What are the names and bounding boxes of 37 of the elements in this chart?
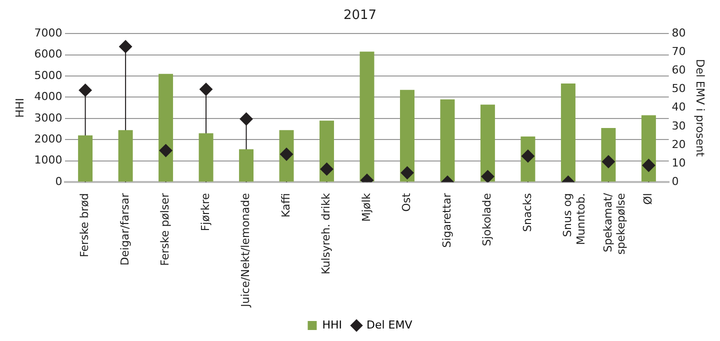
y-tick-label: 0 [55,174,62,188]
x-tick-label: Snus og Munntob. [561,193,588,246]
x-tick-label: Kulsyreh. drikk [320,192,333,274]
x-tick-label: Spekamat/ spekepølse [601,192,628,255]
y2-tick-label: 60 [672,64,686,77]
y2-tick-label: 10 [672,156,686,170]
x-tick-label: Kaffi [279,193,292,218]
y-axis-title: HHI [13,98,26,118]
y-tick-label: 1000 [34,154,62,167]
y-tick-label: 6000 [34,48,62,61]
x-tick-label: Snacks [520,192,534,232]
y-tick-label: 2000 [34,132,62,146]
y2-tick-label: 30 [672,119,686,132]
y2-tick-label: 40 [672,100,686,114]
x-tick-label: Øl [642,193,655,205]
y2-axis-title: Del EMV i prosent [694,59,707,158]
y-tick-label: 4000 [34,90,62,104]
y2-tick-label: 20 [672,138,686,151]
x-tick-label: Juice/Nekt/lemonade [239,192,252,308]
x-tick-label: Fjørkre [198,192,212,232]
y-tick-label: 3000 [34,111,62,124]
y-tick-label: 5000 [34,68,62,82]
legend-label: Del EMV [366,318,413,332]
y-tick-label: 7000 [34,26,62,40]
x-tick-label: Ost [400,192,414,212]
x-tick-label: Sjokolade [480,192,494,246]
x-tick-label: Sigarettar [440,192,454,248]
x-tick-label: Deigar/farsar [118,192,132,266]
y2-tick-label: 0 [672,174,679,188]
y2-tick-label: 50 [672,82,686,96]
x-tick-label: Mjølk [360,192,373,222]
legend-label: HHI [322,318,342,332]
chart-title: 2017 [343,8,377,24]
y2-tick-label: 70 [672,45,686,58]
x-tick-label: Ferske brød [78,193,92,258]
x-tick-label: Ferske pølser [158,192,172,266]
y2-tick-label: 80 [672,26,686,40]
